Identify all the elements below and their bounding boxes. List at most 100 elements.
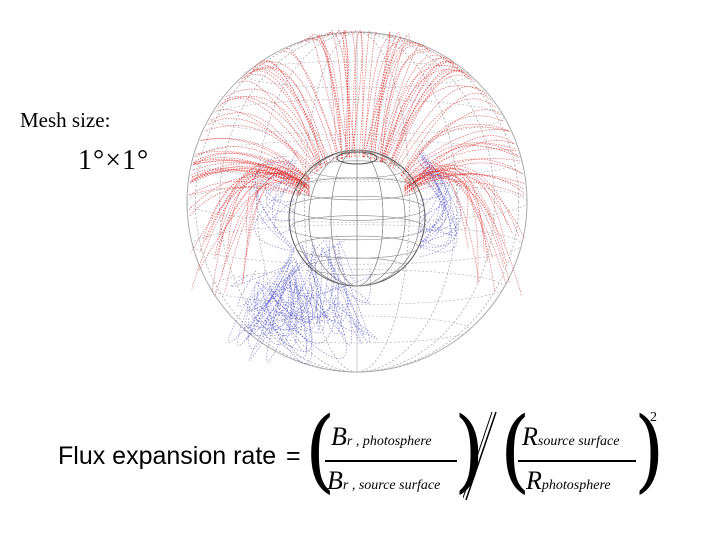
mesh-parallel <box>209 99 505 135</box>
open-field-line <box>259 60 328 165</box>
closed-field-line <box>287 264 308 353</box>
open-field-line <box>202 172 310 241</box>
open-field-line <box>306 38 343 159</box>
denominator-2-subscript: photosphere <box>541 478 611 493</box>
closed-field-line <box>267 246 333 324</box>
closed-field-line <box>419 156 459 258</box>
open-field-line <box>409 140 515 187</box>
exponent: 2 <box>650 410 657 425</box>
open-field-line <box>284 48 342 160</box>
open-field-line <box>402 126 510 178</box>
left-paren-1: ( <box>305 399 336 503</box>
open-field-line <box>358 31 364 158</box>
mesh-parallel <box>192 224 522 265</box>
fraction-bar-2 <box>518 460 636 462</box>
open-field-line <box>242 180 310 282</box>
closed-field-line <box>250 240 325 331</box>
mesh-parallel <box>244 60 470 89</box>
open-field-line <box>370 40 415 159</box>
open-field-line <box>335 30 348 159</box>
mesh-size-label: Mesh size: <box>20 108 111 132</box>
open-field-line <box>351 30 363 158</box>
closed-field-line <box>266 244 316 316</box>
mesh-parallel <box>186 181 528 223</box>
closed-field-line <box>331 301 377 340</box>
closed-field-line <box>253 160 295 249</box>
open-field-line <box>188 181 301 197</box>
mesh-meridian <box>219 31 495 373</box>
open-field-line <box>408 158 523 186</box>
closed-field-line <box>254 291 306 322</box>
open-field-line <box>409 135 516 187</box>
closed-field-line <box>322 248 359 333</box>
closed-field-line <box>336 235 355 281</box>
open-field-line <box>189 187 301 197</box>
closed-field-line <box>254 182 295 252</box>
open-field-line <box>404 167 469 229</box>
open-field-line <box>404 171 505 268</box>
open-field-line <box>190 165 306 185</box>
open-field-line <box>379 45 422 162</box>
open-field-line <box>373 42 430 160</box>
closed-field-line <box>271 254 321 298</box>
closed-field-line <box>259 238 313 330</box>
open-field-line <box>298 37 343 159</box>
open-field-line <box>369 31 391 159</box>
open-field-line <box>316 35 350 158</box>
closed-field-line <box>255 155 295 253</box>
open-field-line <box>189 168 301 195</box>
open-field-line <box>390 61 459 167</box>
fraction-bar-1 <box>325 460 457 462</box>
open-field-line <box>404 165 519 236</box>
open-field-line <box>393 86 488 170</box>
open-field-line <box>326 30 349 158</box>
closed-field-line <box>418 152 448 237</box>
open-field-line <box>388 69 463 166</box>
open-field-line <box>379 57 455 162</box>
closed-field-line <box>316 285 343 335</box>
closed-field-line <box>276 269 307 358</box>
open-field-line <box>280 51 339 160</box>
open-field-line <box>380 60 454 162</box>
open-field-line <box>190 168 304 190</box>
closed-field-line <box>262 279 293 335</box>
open-field-line <box>305 34 337 161</box>
open-field-line <box>377 44 422 161</box>
open-field-line <box>189 186 301 217</box>
closed-field-line <box>419 164 441 249</box>
photosphere-parallel <box>289 215 425 241</box>
open-field-line <box>404 161 469 250</box>
closed-field-line <box>275 247 340 344</box>
open-field-line <box>217 98 318 172</box>
equals-sign: = <box>286 442 301 470</box>
closed-field-line <box>289 280 348 323</box>
numerator-2-symbol: R <box>522 422 538 451</box>
open-field-line <box>409 173 525 188</box>
closed-field-lines <box>228 148 462 364</box>
open-field-line <box>193 152 309 181</box>
open-field-line <box>406 143 519 182</box>
closed-field-line <box>264 275 291 328</box>
closed-field-line <box>256 159 295 250</box>
numerator-1-symbol: B <box>331 422 347 451</box>
north-pole-ring <box>336 151 378 165</box>
photosphere-sphere <box>288 149 426 287</box>
closed-field-line <box>272 149 299 222</box>
open-field-line <box>374 41 429 160</box>
open-field-line <box>188 176 302 210</box>
open-field-line <box>340 32 350 158</box>
open-field-line <box>221 181 310 276</box>
open-field-line <box>225 88 323 169</box>
open-field-line <box>404 177 522 297</box>
mesh-parallel <box>244 315 470 344</box>
open-field-line <box>404 167 480 283</box>
left-paren-2: ( <box>500 399 531 503</box>
mesh-meridian <box>195 31 519 373</box>
flux-expansion-rate-label: Flux expansion rate <box>58 442 277 470</box>
denominator-1-symbol: B <box>327 466 343 495</box>
open-field-line <box>190 170 303 191</box>
mesh-parallel <box>209 269 505 305</box>
closed-field-line <box>256 266 303 333</box>
open-field-line <box>382 69 464 163</box>
closed-field-line <box>266 248 295 363</box>
